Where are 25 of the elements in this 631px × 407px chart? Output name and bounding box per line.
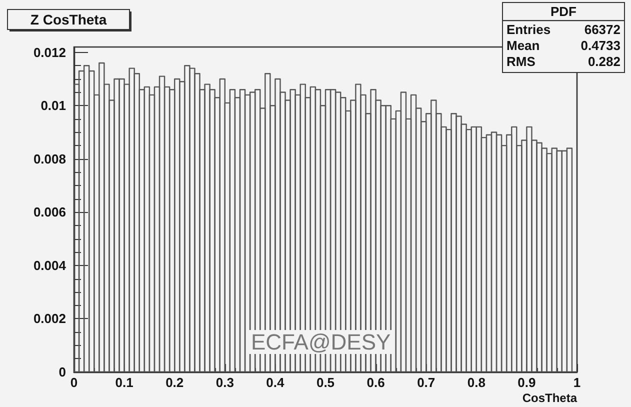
text: RMS 0.282: [506, 54, 620, 69]
y-tick-label: 0.004: [33, 258, 67, 273]
x-axis-title: CosTheta: [522, 391, 578, 405]
y-tick-label: 0.002: [33, 311, 66, 326]
text: Entries 66372: [506, 22, 620, 37]
x-tick-label: 0.4: [266, 375, 286, 390]
chart-title: Z CosTheta: [30, 12, 107, 28]
text: Mean 0.4733: [506, 38, 620, 53]
x-tick-label: 0.6: [366, 375, 385, 390]
x-tick-label: 1: [573, 375, 581, 390]
text: PDF: [550, 4, 577, 19]
y-tick-label: 0.008: [33, 151, 66, 166]
x-tick-label: 0.8: [467, 375, 486, 390]
annotation: ECFA@DESY: [251, 330, 392, 354]
y-tick-label: 0: [58, 364, 66, 380]
x-tick-label: 0.3: [216, 375, 234, 390]
x-tick-label: 0: [70, 375, 78, 390]
x-tick-label: 0.2: [166, 375, 184, 390]
x-tick-label: 0.5: [316, 375, 335, 390]
x-tick-label: 0.1: [115, 375, 134, 390]
y-tick-label: 0.006: [33, 204, 66, 220]
y-tick-label: 0.01: [40, 98, 66, 114]
y-tick-label: 0.012: [33, 44, 66, 60]
x-tick-label: 0.9: [518, 375, 536, 390]
x-tick-label: 0.7: [417, 375, 436, 390]
